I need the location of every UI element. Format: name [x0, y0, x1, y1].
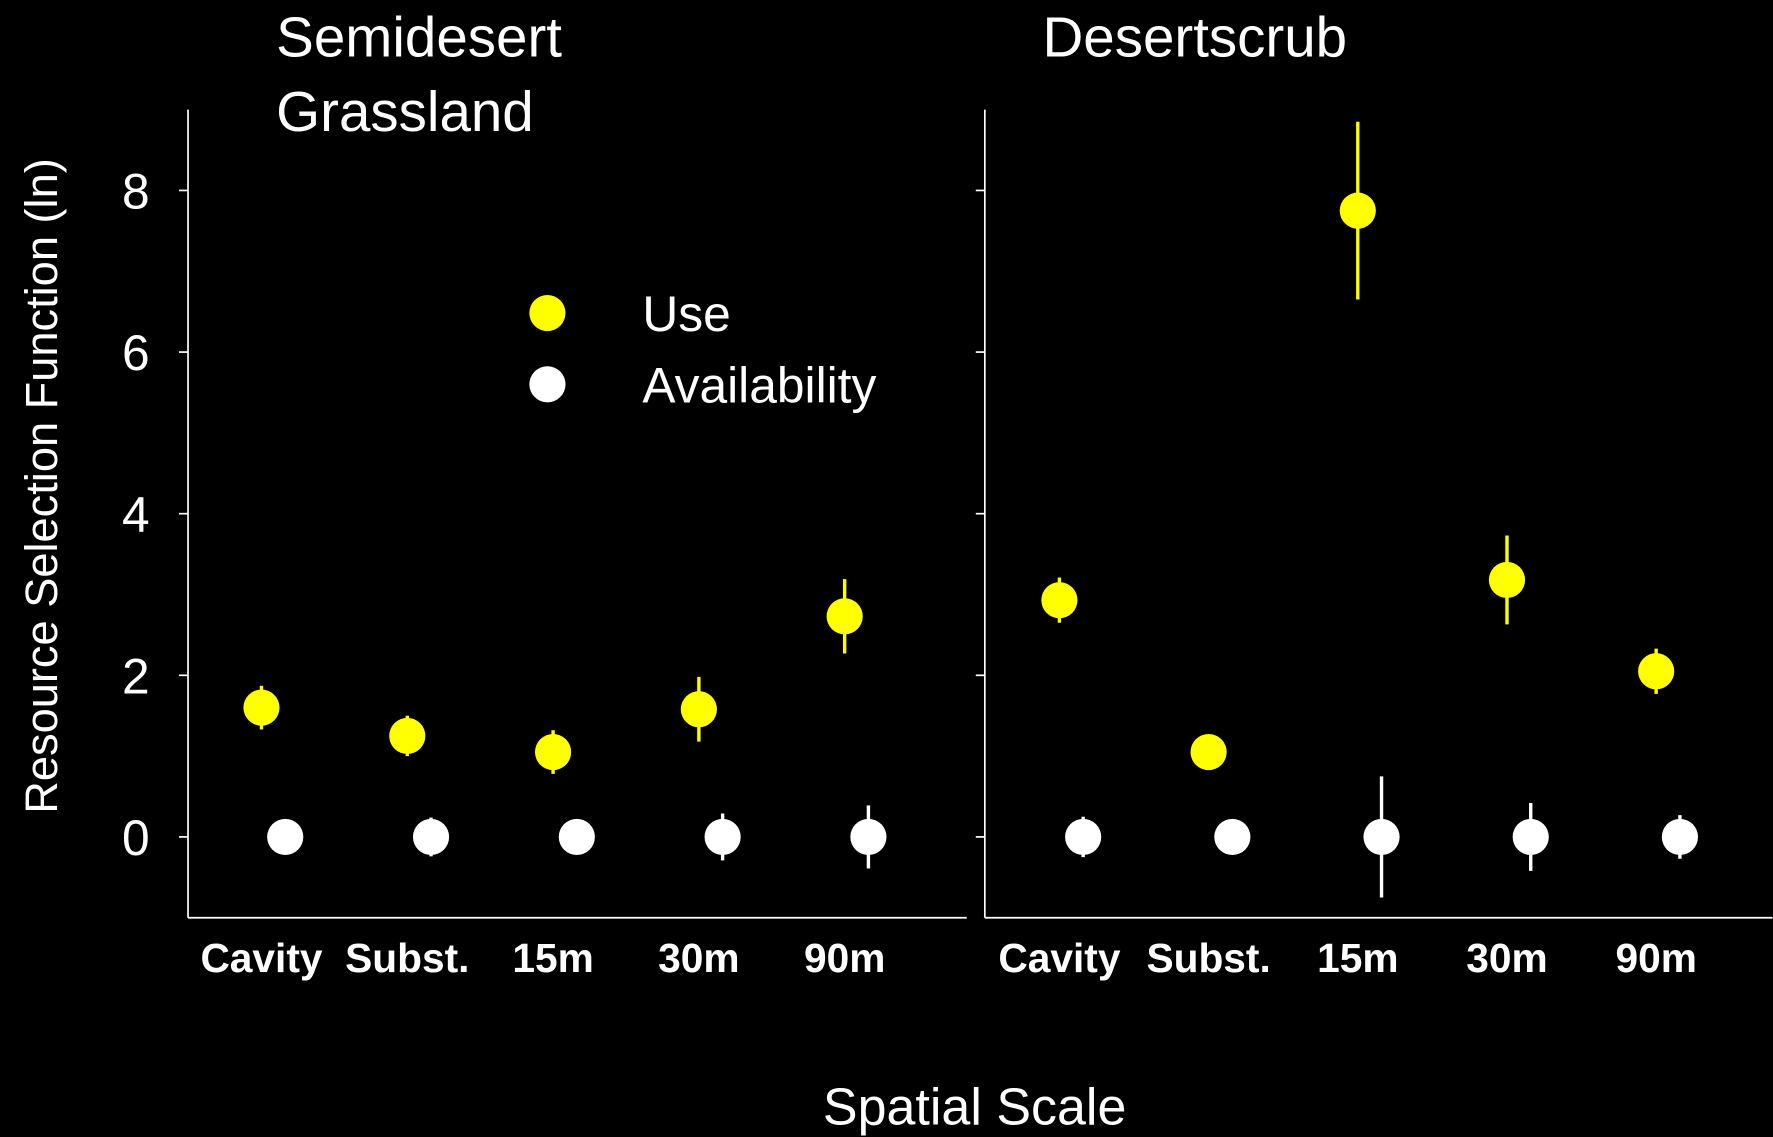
data-point — [1041, 582, 1078, 619]
data-point — [1339, 192, 1376, 229]
data-point — [826, 598, 863, 635]
data-point — [243, 689, 280, 726]
y-tick-label: 6 — [122, 325, 150, 381]
data-point — [704, 818, 741, 856]
data-point — [267, 818, 304, 856]
data-point — [1065, 818, 1102, 856]
y-tick-label: 2 — [122, 648, 150, 704]
x-tick-label: Cavity — [200, 935, 322, 981]
y-tick-label: 8 — [122, 164, 150, 220]
legend-label: Use — [642, 286, 730, 342]
x-tick-label: 30m — [658, 935, 739, 981]
x-tick-label: Subst. — [345, 935, 469, 981]
data-point — [389, 717, 426, 754]
x-tick-label: Subst. — [1146, 935, 1270, 981]
data-point — [535, 733, 572, 771]
x-tick-label: 15m — [1317, 935, 1398, 981]
data-point — [1661, 818, 1698, 856]
data-point — [1488, 561, 1526, 599]
y-tick-label: 4 — [122, 487, 150, 543]
legend-label: Availability — [642, 357, 876, 413]
y-tick-label: 0 — [122, 810, 150, 866]
chart-title: Desertscrub — [1042, 5, 1348, 69]
chart-title: Semidesert Grassland — [276, 5, 563, 144]
chart-title-box: Desertscrub — [1042, 5, 1348, 69]
x-axis-label: Spatial Scale — [823, 1079, 1126, 1137]
data-point — [1638, 653, 1675, 690]
data-point — [558, 818, 595, 856]
legend-marker — [529, 294, 566, 332]
data-point — [412, 818, 450, 856]
data-point — [1190, 733, 1227, 771]
x-tick-label: 15m — [512, 935, 593, 981]
chart-title-box: Semidesert Grassland — [276, 5, 563, 144]
data-point — [680, 691, 717, 728]
legend-marker — [529, 366, 566, 403]
x-tick-label: Cavity — [998, 935, 1120, 981]
x-tick-label: 90m — [804, 935, 885, 981]
data-point — [1214, 818, 1251, 856]
x-tick-label: 90m — [1615, 935, 1696, 981]
y-axis-label: Resource Selection Function (ln) — [16, 158, 67, 814]
data-point — [1512, 818, 1549, 856]
data-point — [850, 818, 887, 856]
x-tick-label: 30m — [1466, 935, 1547, 981]
data-point — [1363, 818, 1400, 856]
